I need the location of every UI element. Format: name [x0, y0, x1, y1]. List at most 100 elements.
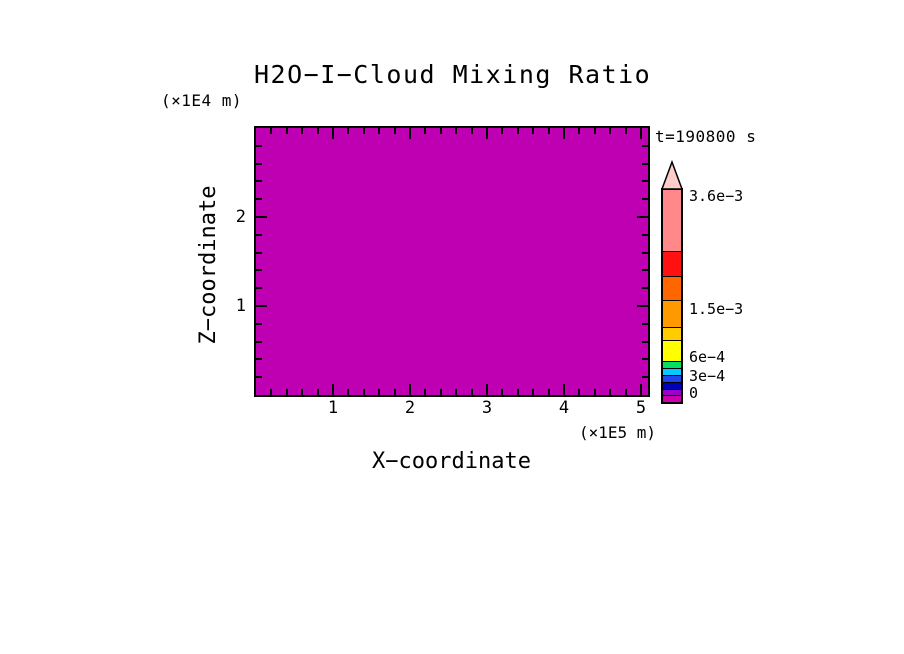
- axis-tick: [637, 305, 648, 307]
- axis-tick: [256, 305, 267, 307]
- axis-tick: [424, 389, 426, 395]
- x-tick-label: 2: [404, 398, 416, 418]
- axis-tick: [642, 341, 648, 343]
- colorbar-level-label: 0: [689, 384, 699, 402]
- axis-tick: [455, 389, 457, 395]
- colorbar-segment: [663, 277, 681, 301]
- axis-tick: [609, 128, 611, 134]
- axis-tick: [394, 128, 396, 134]
- axis-tick: [517, 389, 519, 395]
- axis-tick: [625, 389, 627, 395]
- axis-tick: [301, 128, 303, 134]
- axis-tick: [642, 252, 648, 254]
- colorbar-segment: [663, 252, 681, 277]
- axis-tick: [363, 128, 365, 134]
- colorbar-segment: [663, 190, 681, 252]
- axis-tick: [347, 389, 349, 395]
- axis-tick: [256, 145, 262, 147]
- axis-tick: [270, 128, 272, 134]
- axis-tick: [378, 128, 380, 134]
- axis-tick: [256, 358, 262, 360]
- colorbar-level-label: 1.5e−3: [689, 300, 744, 318]
- axis-tick: [640, 128, 642, 139]
- axis-tick: [642, 163, 648, 165]
- axis-tick: [501, 389, 503, 395]
- axis-tick: [256, 198, 262, 200]
- axis-tick: [332, 128, 334, 139]
- axis-tick: [486, 128, 488, 139]
- x-tick-label: 5: [635, 398, 647, 418]
- colorbar-segment: [663, 369, 681, 376]
- axis-tick: [256, 287, 262, 289]
- axis-tick: [642, 198, 648, 200]
- x-tick-label: 1: [327, 398, 339, 418]
- y-tick-label: 2: [235, 207, 246, 227]
- axis-tick: [270, 389, 272, 395]
- axis-tick: [548, 389, 550, 395]
- axis-tick: [256, 269, 262, 271]
- axis-tick: [548, 128, 550, 134]
- axis-tick: [625, 128, 627, 134]
- axis-tick: [486, 384, 488, 395]
- colorbar-segment: [663, 301, 681, 328]
- axis-tick: [532, 389, 534, 395]
- axis-tick: [256, 376, 262, 378]
- x-axis-title: X−coordinate: [372, 449, 531, 474]
- colorbar-segment: [663, 362, 681, 369]
- axis-tick: [578, 128, 580, 134]
- axis-tick: [363, 389, 365, 395]
- time-label: t=190800 s: [655, 127, 757, 146]
- colorbar-level-label: 3e−4: [689, 367, 726, 385]
- axis-tick: [286, 128, 288, 134]
- colorbar-segment: [663, 341, 681, 362]
- axis-tick: [637, 216, 648, 218]
- axis-tick: [424, 128, 426, 134]
- y-tick-label: 1: [235, 296, 246, 316]
- plot-field: [256, 128, 648, 395]
- axis-tick: [440, 389, 442, 395]
- x-axis-units-label: (×1E5 m): [578, 423, 656, 442]
- axis-tick: [455, 128, 457, 134]
- axis-tick: [594, 389, 596, 395]
- y-axis-units-label: (×1E4 m): [161, 91, 243, 110]
- axis-tick: [332, 384, 334, 395]
- colorbar-level-label: 3.6e−3: [689, 187, 744, 205]
- axis-tick: [563, 128, 565, 139]
- colorbar: [661, 188, 683, 404]
- axis-tick: [563, 384, 565, 395]
- axis-tick: [256, 216, 267, 218]
- axis-tick: [317, 128, 319, 134]
- axis-tick: [347, 128, 349, 134]
- axis-tick: [317, 389, 319, 395]
- axis-tick: [532, 128, 534, 134]
- colorbar-segment: [663, 383, 681, 390]
- axis-tick: [578, 389, 580, 395]
- axis-tick: [301, 389, 303, 395]
- colorbar-overflow-arrow-icon: [660, 159, 684, 190]
- axis-tick: [642, 269, 648, 271]
- x-tick-label: 3: [481, 398, 493, 418]
- axis-tick: [256, 180, 262, 182]
- axis-tick: [517, 128, 519, 134]
- axis-tick: [256, 163, 262, 165]
- axis-tick: [471, 128, 473, 134]
- axis-tick: [642, 145, 648, 147]
- colorbar-level-label: 6e−4: [689, 348, 726, 366]
- axis-tick: [256, 252, 262, 254]
- axis-tick: [642, 234, 648, 236]
- colorbar-segment: [663, 396, 681, 402]
- axis-tick: [256, 341, 262, 343]
- colorbar-segment: [663, 328, 681, 341]
- axis-tick: [256, 323, 262, 325]
- axis-tick: [501, 128, 503, 134]
- chart-title: H2O−I−Cloud Mixing Ratio: [254, 60, 652, 89]
- axis-tick: [440, 128, 442, 134]
- axis-tick: [642, 358, 648, 360]
- axis-tick: [471, 389, 473, 395]
- x-tick-label: 4: [558, 398, 570, 418]
- colorbar-segment: [663, 376, 681, 383]
- axis-tick: [256, 234, 262, 236]
- axis-tick: [594, 128, 596, 134]
- axis-tick: [609, 389, 611, 395]
